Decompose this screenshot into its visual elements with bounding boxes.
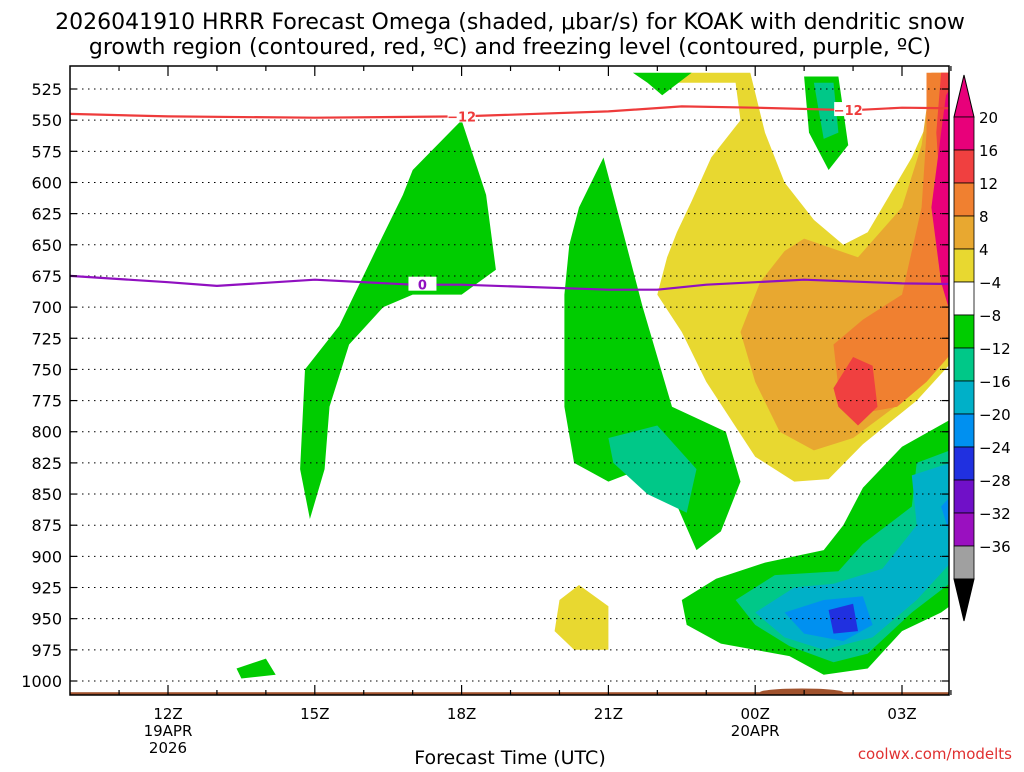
colorbar-label-2: 12 — [979, 175, 998, 193]
y-tick-label-950: 950 — [31, 610, 62, 629]
colorbar-swatch-7 — [953, 347, 975, 382]
x-tick-label-21Z: 21Z — [594, 705, 623, 723]
colorbar-over-arrow — [953, 74, 975, 118]
colorbar-label-4: 4 — [979, 241, 989, 259]
omega-region-6 — [931, 90, 949, 309]
y-tick-label-725: 725 — [31, 329, 62, 348]
colorbar-swatch-11 — [953, 479, 975, 514]
y-tick-label-825: 825 — [31, 454, 62, 473]
colorbar-swatch-1 — [953, 149, 975, 184]
colorbar-swatch-12 — [953, 512, 975, 547]
colorbar-label-10: −24 — [979, 439, 1011, 457]
y-tick-label-925: 925 — [31, 579, 62, 598]
x-tick-label-12Z: 12Z — [153, 705, 182, 723]
colorbar-swatch-5 — [953, 281, 975, 316]
pressure-gridlines — [70, 88, 949, 682]
plot-area: −12 −12 0 — [70, 66, 949, 695]
y-tick-label-700: 700 — [31, 298, 62, 317]
colorbar-label-1: 16 — [979, 142, 998, 160]
omega-shading-layer — [236, 72, 949, 679]
contour-label-1: −12 — [834, 104, 863, 119]
y-tick-label-750: 750 — [31, 360, 62, 379]
x-tick-year-12Z: 2026 — [149, 739, 187, 757]
omega-region-8 — [564, 157, 741, 551]
contour-label-bg-2 — [408, 276, 437, 291]
chart-title-line-2: growth region (contoured, red, ºC) and f… — [89, 35, 931, 60]
colorbar-label-9: −20 — [979, 406, 1011, 424]
y-tick-label-625: 625 — [31, 205, 62, 224]
x-tick-date-00Z: 20APR — [731, 722, 780, 740]
contour-label-2: 0 — [418, 279, 427, 294]
colorbar-swatch-3 — [953, 215, 975, 250]
colorbar-label-7: −12 — [979, 340, 1011, 358]
omega-region-12 — [236, 658, 276, 679]
colorbar-swatch-8 — [953, 380, 975, 415]
chart-title-line-1: 2026041910 HRRR Forecast Omega (shaded, … — [55, 10, 965, 35]
omega-region-18 — [941, 498, 949, 532]
colorbar-swatch-10 — [953, 446, 975, 481]
y-tick-label-1000: 1000 — [21, 672, 62, 691]
contour-label-0: −12 — [447, 110, 476, 125]
terrain-layer — [70, 688, 949, 695]
colorbar-label-12: −32 — [979, 505, 1011, 523]
y-tick-label-525: 525 — [31, 80, 62, 99]
y-tick-label-675: 675 — [31, 267, 62, 286]
colorbar-swatch-9 — [953, 413, 975, 448]
colorbar-label-11: −28 — [979, 472, 1011, 490]
freezing-level-0-contour — [70, 274, 949, 291]
plot-frame — [69, 65, 950, 696]
pressure-axis: 525 550 575 600 625 650 675 700 725 750 775 800 825 8… — [21, 80, 949, 691]
y-tick-label-875: 875 — [31, 516, 62, 535]
colorbar-swatch-2 — [953, 182, 975, 217]
x-tick-label-03Z: 03Z — [887, 705, 916, 723]
x-tick-date-12Z: 19APR — [144, 722, 193, 740]
x-tick-label-15Z: 15Z — [300, 705, 329, 723]
y-tick-label-575: 575 — [31, 142, 62, 161]
colorbar-swatch-0 — [953, 116, 975, 151]
colorbar-swatch-13 — [953, 545, 975, 580]
omega-region-16 — [755, 463, 949, 650]
x-axis-label: Forecast Time (UTC) — [414, 747, 605, 768]
colorbar-label-5: −4 — [979, 274, 1001, 292]
terrain-bump — [760, 688, 844, 695]
contour-label-bg-1 — [834, 102, 863, 117]
colorbar-under-arrow — [953, 578, 975, 622]
y-tick-label-550: 550 — [31, 111, 62, 130]
omega-region-3 — [833, 72, 949, 413]
colorbar-label-0: 20 — [979, 109, 998, 127]
site-credit: coolwx.com/modelts — [858, 745, 1012, 763]
contour-label-bg-0 — [447, 108, 476, 123]
dendritic-minus12-contour — [70, 105, 949, 119]
y-tick-label-800: 800 — [31, 423, 62, 442]
omega-region-7 — [300, 120, 496, 519]
colorbar-label-3: 8 — [979, 208, 989, 226]
omega-colorbar: 20 16 12 8 4 −4 −8 −12 −16 −20 −24 −28 −32 −36 — [953, 74, 1011, 622]
terrain-band — [70, 692, 949, 695]
y-tick-label-650: 650 — [31, 236, 62, 255]
omega-region-15 — [813, 82, 839, 139]
contour-layer: −12 −12 0 — [70, 102, 949, 294]
colorbar-label-13: −36 — [979, 538, 1011, 556]
omega-region-19 — [828, 603, 858, 634]
omega-region-11 — [632, 72, 692, 96]
x-tick-label-18Z: 18Z — [447, 705, 476, 723]
y-tick-label-850: 850 — [31, 485, 62, 504]
colorbar-swatch-6 — [953, 314, 975, 349]
omega-region-13 — [608, 425, 697, 513]
y-tick-label-600: 600 — [31, 173, 62, 192]
x-tick-label-00Z: 00Z — [741, 705, 770, 723]
colorbar-label-8: −16 — [979, 373, 1011, 391]
omega-region-1 — [554, 585, 609, 650]
y-tick-label-975: 975 — [31, 641, 62, 660]
omega-region-4 — [833, 357, 878, 426]
y-tick-label-900: 900 — [31, 547, 62, 566]
colorbar-label-6: −8 — [979, 307, 1001, 325]
y-tick-label-775: 775 — [31, 392, 62, 411]
colorbar-swatch-4 — [953, 248, 975, 283]
